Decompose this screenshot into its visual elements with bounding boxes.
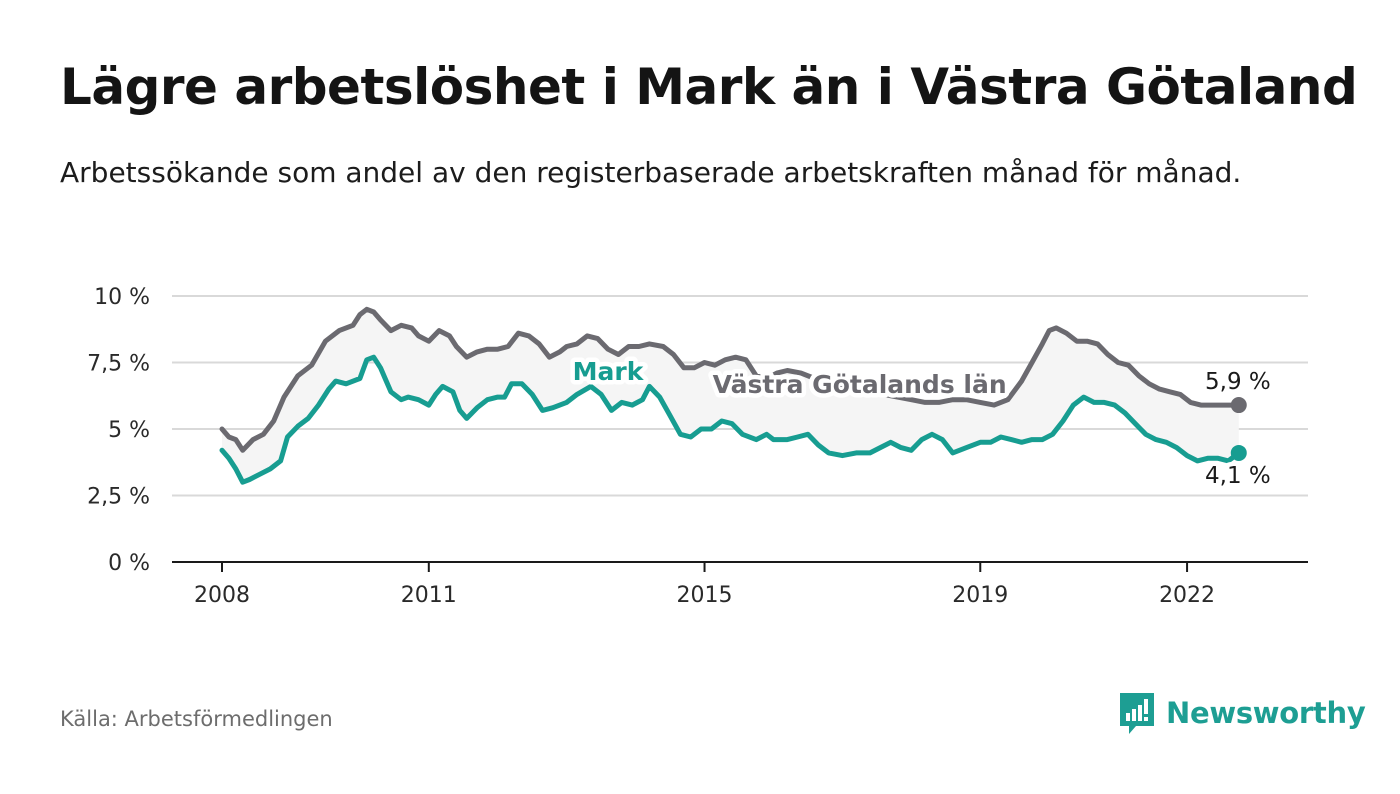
x-tick-label: 2008 bbox=[194, 583, 250, 608]
end-label-mark-halo: 4,1 % bbox=[1205, 463, 1271, 489]
x-tick-label: 2019 bbox=[952, 583, 1008, 608]
end-label-mark: 4,1 % bbox=[1205, 463, 1271, 489]
series-label-vastra-gotaland: Västra Götalands län bbox=[713, 370, 1007, 399]
series-line-mark bbox=[219, 354, 1242, 485]
series-line-vastra-gotaland bbox=[219, 306, 1242, 453]
series-lines bbox=[219, 306, 1247, 485]
end-label-vastra-gotaland: 5,9 % bbox=[1205, 369, 1271, 395]
end-point bbox=[1230, 397, 1247, 414]
y-tick-label: 10 % bbox=[94, 285, 150, 310]
brand-logo: Newsworthy bbox=[1118, 690, 1366, 736]
y-tick-label: 2,5 % bbox=[87, 485, 150, 510]
end-point bbox=[1230, 444, 1247, 461]
source-note: Källa: Arbetsförmedlingen bbox=[60, 707, 333, 731]
x-tick-label: 2015 bbox=[677, 583, 733, 608]
chart-subtitle: Arbetssökande som andel av den registerb… bbox=[60, 156, 1242, 189]
series-label-mark: Mark bbox=[573, 357, 645, 386]
y-tick-label: 0 % bbox=[108, 551, 150, 576]
y-tick-label: 7,5 % bbox=[87, 352, 150, 377]
series-label-vastra-gotaland-halo: Västra Götalands län bbox=[713, 370, 1007, 399]
newsworthy-logo-icon bbox=[1120, 693, 1154, 734]
y-tick-label: 5 % bbox=[108, 418, 150, 443]
chart-title: Lägre arbetslöshet i Mark än i Västra Gö… bbox=[60, 58, 1358, 116]
brand-name: Newsworthy bbox=[1166, 696, 1366, 730]
end-label-vastra-gotaland-halo: 5,9 % bbox=[1205, 369, 1271, 395]
axes: 0 % 2,5 % 5 % 7,5 % 10 % 2008 2011 2015 2019 2022 bbox=[87, 285, 1308, 608]
x-tick-label: 2022 bbox=[1159, 583, 1215, 608]
x-tick-label: 2011 bbox=[401, 583, 457, 608]
series-label-mark-halo: Mark bbox=[573, 357, 645, 386]
